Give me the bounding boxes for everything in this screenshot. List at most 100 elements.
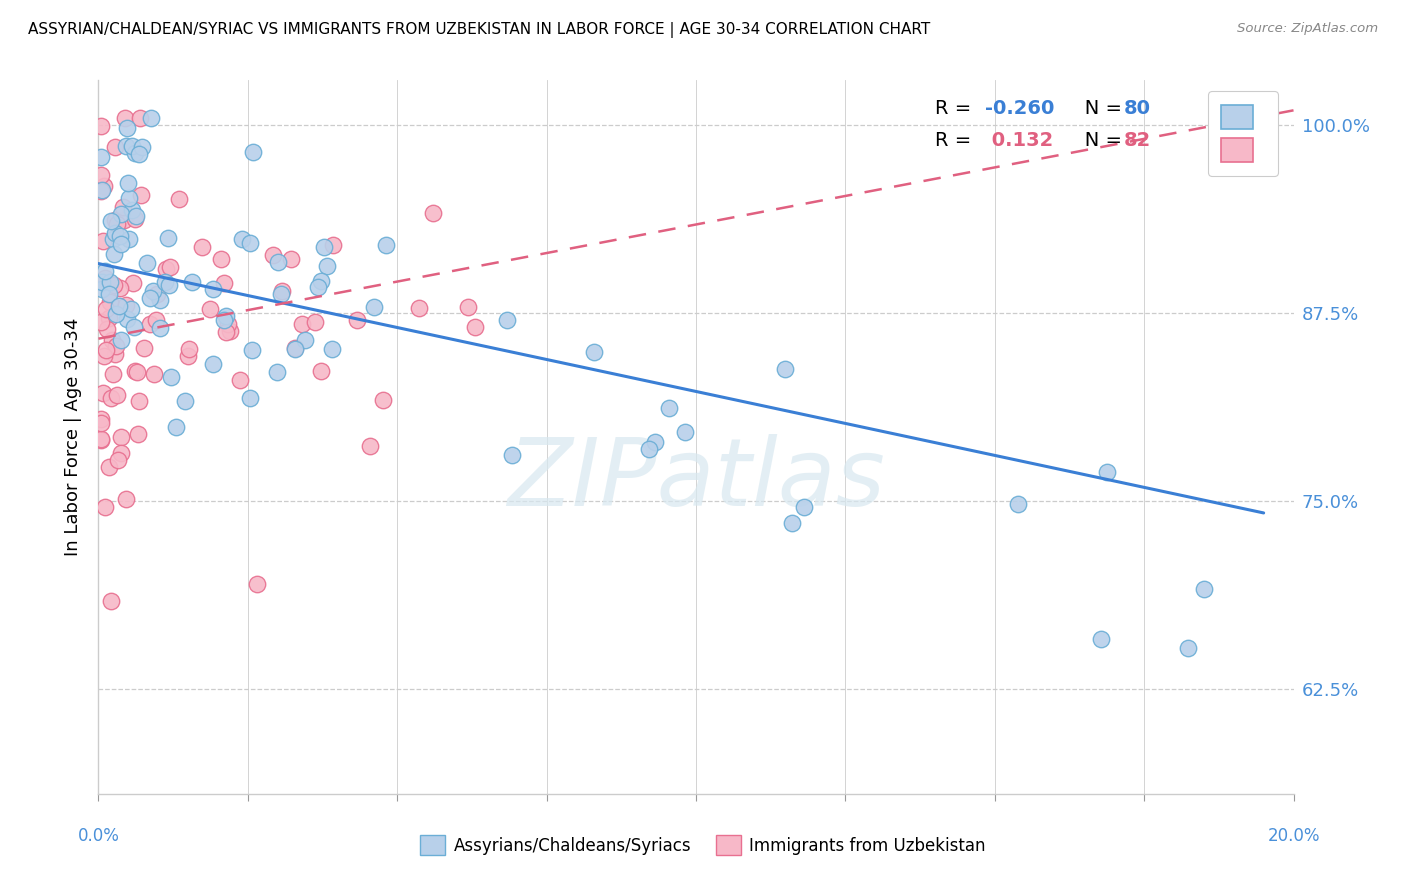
- Point: [148, 320, 170, 334]
- Text: R =: R =: [935, 99, 977, 118]
- Point: [122, 277, 145, 291]
- Point: [180, 275, 202, 289]
- Text: N =: N =: [1066, 99, 1129, 118]
- Point: [280, 252, 302, 266]
- Point: [115, 492, 138, 507]
- Point: [157, 278, 180, 293]
- Point: [314, 240, 336, 254]
- Point: [267, 254, 290, 268]
- Text: Source: ZipAtlas.com: Source: ZipAtlas.com: [1237, 22, 1378, 36]
- Point: [122, 319, 145, 334]
- Point: [90, 315, 112, 329]
- Point: [124, 364, 146, 378]
- Point: [98, 460, 121, 475]
- Point: [125, 365, 148, 379]
- Point: [94, 271, 117, 285]
- Point: [782, 516, 804, 530]
- Point: [262, 248, 284, 262]
- Point: [101, 367, 124, 381]
- Point: [100, 333, 122, 347]
- Point: [155, 261, 177, 276]
- Text: 80: 80: [1123, 99, 1152, 118]
- Point: [165, 420, 187, 434]
- Point: [124, 145, 146, 160]
- Point: [96, 343, 118, 357]
- Point: [91, 282, 114, 296]
- Point: [219, 324, 242, 338]
- Point: [159, 369, 181, 384]
- Point: [138, 317, 160, 331]
- Point: [177, 342, 200, 356]
- Y-axis label: In Labor Force | Age 30-34: In Labor Force | Age 30-34: [65, 318, 83, 557]
- Point: [217, 318, 239, 332]
- Point: [422, 206, 444, 220]
- Point: [167, 192, 190, 206]
- Point: [214, 276, 236, 290]
- Point: [100, 214, 122, 228]
- Point: [128, 111, 150, 125]
- Point: [271, 284, 294, 298]
- Point: [359, 439, 381, 453]
- Point: [239, 236, 262, 251]
- Point: [118, 232, 141, 246]
- Point: [673, 425, 696, 439]
- Point: [371, 392, 394, 407]
- Point: [104, 226, 127, 240]
- Point: [90, 119, 112, 133]
- Point: [284, 341, 307, 355]
- Point: [149, 293, 172, 307]
- Point: [1177, 641, 1199, 656]
- Point: [215, 309, 238, 323]
- Point: [212, 313, 235, 327]
- Point: [105, 308, 128, 322]
- Text: ZIPatlas: ZIPatlas: [508, 434, 884, 525]
- Point: [94, 500, 117, 514]
- Point: [125, 209, 148, 223]
- Point: [90, 184, 112, 198]
- Point: [105, 218, 128, 232]
- Point: [304, 315, 326, 329]
- Point: [1007, 497, 1029, 511]
- Point: [231, 232, 253, 246]
- Point: [112, 200, 135, 214]
- Point: [322, 238, 344, 252]
- Point: [90, 150, 112, 164]
- Point: [115, 138, 138, 153]
- Point: [128, 147, 150, 161]
- Point: [90, 433, 112, 447]
- Point: [457, 300, 479, 314]
- Point: [496, 313, 519, 327]
- Point: [110, 333, 132, 347]
- Point: [464, 319, 486, 334]
- Point: [94, 264, 117, 278]
- Point: [93, 349, 115, 363]
- Text: 0.132: 0.132: [986, 131, 1053, 151]
- Point: [104, 139, 127, 153]
- Text: N =: N =: [1066, 131, 1129, 151]
- Point: [91, 385, 114, 400]
- Point: [239, 391, 262, 405]
- Point: [309, 364, 332, 378]
- Point: [375, 238, 398, 252]
- Point: [105, 339, 128, 353]
- Point: [114, 111, 136, 125]
- Point: [658, 401, 681, 416]
- Point: [307, 280, 329, 294]
- Point: [159, 260, 181, 274]
- Point: [103, 247, 125, 261]
- Point: [115, 311, 138, 326]
- Point: [90, 412, 112, 426]
- Point: [98, 275, 121, 289]
- Point: [110, 430, 132, 444]
- Point: [773, 362, 796, 376]
- Text: R =: R =: [935, 131, 977, 151]
- Point: [132, 342, 155, 356]
- Point: [121, 139, 143, 153]
- Point: [110, 446, 132, 460]
- Point: [346, 313, 368, 327]
- Point: [90, 183, 112, 197]
- Point: [120, 302, 142, 317]
- Point: [103, 232, 125, 246]
- Point: [145, 312, 167, 326]
- Text: -0.260: -0.260: [986, 99, 1054, 118]
